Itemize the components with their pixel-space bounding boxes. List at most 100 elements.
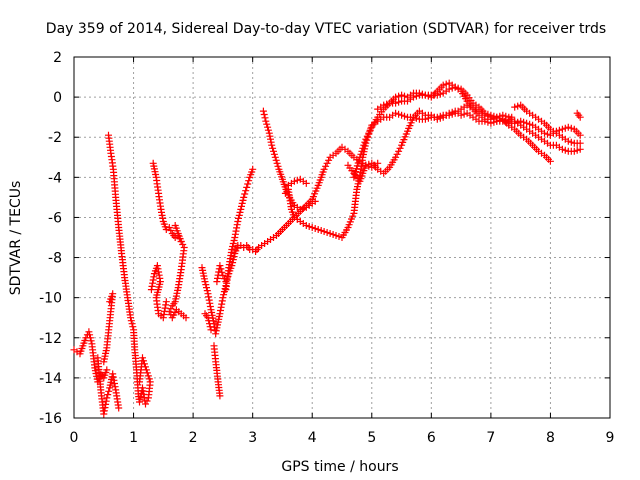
data-point bbox=[439, 81, 447, 89]
data-point bbox=[502, 116, 510, 124]
data-point bbox=[260, 111, 268, 118]
data-point bbox=[448, 84, 456, 92]
data-point bbox=[165, 308, 173, 316]
x-tick-label: 5 bbox=[367, 430, 376, 446]
data-point bbox=[296, 205, 304, 213]
data-point bbox=[415, 89, 423, 97]
data-point bbox=[272, 156, 280, 164]
data-point bbox=[239, 196, 247, 204]
data-point bbox=[523, 119, 531, 127]
data-point bbox=[230, 253, 238, 261]
data-point bbox=[143, 397, 151, 405]
y-tick-label: -10 bbox=[39, 291, 62, 307]
data-point bbox=[109, 370, 117, 378]
data-point bbox=[380, 101, 388, 109]
data-point bbox=[433, 91, 441, 99]
data-point bbox=[576, 139, 584, 147]
data-point bbox=[202, 281, 210, 289]
data-point bbox=[216, 392, 224, 400]
x-tick-labels: 0 1 2 3 4 5 6 7 8 9 bbox=[70, 430, 615, 446]
data-point bbox=[433, 113, 441, 121]
data-point bbox=[576, 113, 584, 121]
x-tick-label: 2 bbox=[189, 430, 198, 446]
axis-ticks bbox=[73, 56, 611, 419]
data-point bbox=[182, 314, 190, 322]
data-point bbox=[393, 150, 401, 158]
data-point bbox=[511, 119, 519, 127]
data-point bbox=[129, 323, 137, 331]
data-point bbox=[203, 287, 211, 295]
data-point bbox=[305, 223, 313, 230]
x-tick-label: 6 bbox=[427, 430, 436, 446]
data-point bbox=[162, 298, 170, 306]
y-tick-labels: 2 0 -2 -4 -6 -8 -10 -12 -14 -16 bbox=[39, 50, 62, 427]
data-point bbox=[511, 103, 519, 111]
data-point bbox=[481, 109, 489, 117]
data-point bbox=[392, 99, 400, 107]
data-point bbox=[103, 394, 111, 402]
data-point bbox=[460, 110, 468, 118]
data-point bbox=[418, 90, 426, 98]
data-point bbox=[219, 294, 227, 302]
data-point bbox=[145, 375, 153, 383]
data-point bbox=[228, 246, 236, 253]
data-point bbox=[392, 153, 400, 161]
data-point bbox=[358, 147, 366, 155]
data-point bbox=[273, 159, 281, 167]
data-point bbox=[146, 378, 154, 386]
y-tick-label: -14 bbox=[39, 371, 62, 387]
data-point bbox=[238, 199, 246, 207]
x-tick-label: 8 bbox=[546, 430, 555, 446]
x-tick-label: 9 bbox=[606, 430, 615, 446]
data-point bbox=[576, 131, 584, 139]
data-point bbox=[136, 378, 143, 386]
data-point bbox=[493, 113, 501, 121]
data-point bbox=[335, 233, 343, 240]
data-point bbox=[142, 400, 149, 408]
data-point bbox=[326, 230, 334, 237]
data-point bbox=[362, 135, 370, 143]
data-point bbox=[220, 291, 228, 299]
data-point bbox=[270, 150, 278, 158]
data-point bbox=[454, 84, 462, 92]
x-tick-label: 4 bbox=[308, 430, 317, 446]
data-point bbox=[564, 137, 572, 145]
data-point bbox=[271, 153, 279, 161]
data-point bbox=[360, 141, 368, 149]
data-point bbox=[421, 115, 429, 123]
data-point bbox=[567, 124, 575, 132]
data-point bbox=[274, 162, 282, 170]
data-point bbox=[395, 92, 403, 100]
data-point bbox=[203, 284, 210, 292]
data-point bbox=[167, 227, 175, 234]
data-point bbox=[102, 397, 110, 405]
data-point bbox=[264, 126, 272, 134]
y-axis-label: SDTVAR / TECUs bbox=[8, 181, 24, 296]
x-tick-label: 7 bbox=[486, 430, 495, 446]
data-point bbox=[235, 214, 242, 222]
data-point bbox=[395, 110, 403, 118]
data-point bbox=[514, 118, 522, 126]
data-point bbox=[238, 202, 245, 210]
data-point bbox=[104, 391, 112, 399]
data-point bbox=[320, 228, 328, 235]
data-point bbox=[541, 129, 548, 137]
data-point bbox=[268, 141, 276, 149]
data-point bbox=[567, 138, 575, 146]
data-point bbox=[366, 126, 374, 134]
data-point bbox=[499, 115, 507, 123]
data-point bbox=[526, 120, 534, 128]
data-point bbox=[314, 226, 322, 233]
data-point bbox=[241, 190, 249, 198]
data-point bbox=[445, 111, 453, 119]
data-point bbox=[325, 156, 333, 164]
x-tick-label: 1 bbox=[129, 430, 138, 446]
data-point bbox=[127, 317, 135, 325]
data-points bbox=[70, 79, 584, 418]
data-point bbox=[363, 132, 371, 140]
data-point bbox=[442, 80, 450, 88]
y-tick-label: -12 bbox=[39, 331, 62, 347]
x-tick-label: 0 bbox=[70, 430, 79, 446]
data-point bbox=[311, 197, 319, 205]
data-point bbox=[269, 144, 277, 152]
